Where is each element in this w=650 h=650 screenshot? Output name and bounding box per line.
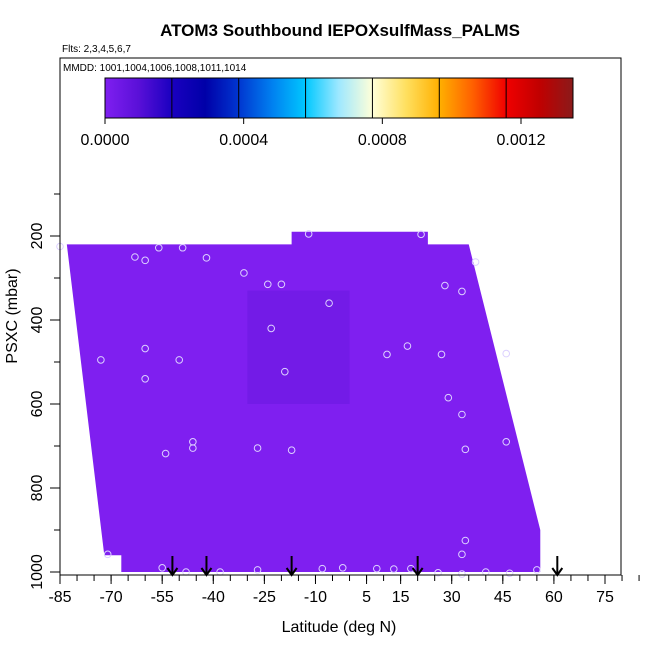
x-axis: -85 -70 -55 -40 -25 -10 5 15 30 45 60 75 (48, 575, 640, 606)
obs-point (103, 550, 112, 559)
obs-point (240, 269, 248, 277)
y-tick-label: 400 (29, 307, 46, 334)
obs-point (338, 564, 347, 572)
obs-point (461, 536, 470, 545)
colorbar-tick-label: 0.0012 (497, 132, 546, 149)
obs-point (178, 243, 187, 252)
obs-point (325, 299, 333, 308)
x-axis-title: Latitude (deg N) (282, 619, 397, 636)
obs-point (161, 449, 170, 458)
x-tick-label: -10 (304, 589, 327, 606)
obs-point (318, 564, 327, 573)
x-tick-label: 5 (362, 589, 371, 606)
obs-point (502, 349, 511, 358)
obs-point (417, 230, 425, 239)
y-tick-label: 1000 (29, 554, 46, 590)
obs-point (458, 570, 466, 578)
obs-point (444, 393, 453, 402)
x-tick-label: 15 (392, 589, 410, 606)
obs-point (505, 569, 514, 578)
chart-title: ATOM3 Southbound IEPOXsulfMass_PALMS (160, 21, 520, 40)
obs-point (461, 445, 470, 454)
obs-point (533, 566, 541, 574)
x-tick-label: 45 (494, 589, 512, 606)
x-tick-label: -85 (48, 589, 71, 606)
x-tick-label: 60 (545, 589, 563, 606)
obs-point (458, 410, 466, 419)
obs-point (383, 350, 391, 359)
obs-point (287, 446, 296, 455)
y-axis-title: PSXC (mbar) (4, 268, 21, 363)
obs-point (281, 367, 289, 376)
x-tick-label: -55 (151, 589, 174, 606)
dates-label: MMDD: 1001,1004,1006,1008,1011,1014 (63, 63, 247, 74)
obs-point (131, 253, 139, 261)
obs-point (502, 438, 511, 446)
obs-point (277, 280, 286, 289)
x-tick-label: -70 (100, 589, 123, 606)
colorbar-tick-label: 0.0000 (81, 132, 130, 149)
obs-point (267, 324, 275, 333)
colorbar-tick-label: 0.0004 (219, 132, 268, 149)
y-axis: 200 400 600 800 1000 (29, 193, 60, 590)
y-tick-label: 800 (29, 475, 46, 502)
x-tick-label: 75 (596, 589, 614, 606)
obs-point (471, 258, 480, 266)
flights-label: Flts: 2,3,4,5,6,7 (62, 44, 131, 55)
y-tick-label: 200 (29, 223, 46, 250)
y-tick-label: 600 (29, 391, 46, 418)
obs-point (253, 444, 262, 452)
obs-point (175, 356, 184, 364)
obs-point (263, 280, 272, 289)
flight-arrow (551, 556, 564, 577)
obs-point (441, 281, 449, 290)
obs-point (141, 256, 149, 265)
obs-point (202, 254, 211, 262)
x-tick-label: -25 (253, 589, 276, 606)
obs-point (253, 566, 262, 574)
obs-point (403, 342, 412, 350)
obs-point (141, 344, 149, 353)
obs-point (154, 243, 163, 252)
colorbar: 0.0000 0.0004 0.0008 0.0012 (81, 77, 574, 149)
x-tick-label: 30 (443, 589, 461, 606)
obs-point (390, 565, 398, 573)
enhanced-field (247, 290, 350, 404)
colorbar-gradient (104, 77, 574, 119)
plot-frame (59, 57, 622, 576)
obs-point (458, 287, 466, 296)
obs-point (158, 564, 166, 572)
obs-point (189, 444, 197, 452)
obs-point (304, 230, 313, 238)
data-layer (66, 231, 541, 573)
x-tick-label: -40 (202, 589, 225, 606)
obs-point (372, 564, 381, 573)
obs-point (97, 356, 105, 364)
obs-point (458, 550, 466, 559)
colorbar-tick-label: 0.0008 (358, 132, 407, 149)
observation-points (56, 230, 541, 578)
obs-point (437, 350, 446, 359)
obs-point (141, 375, 149, 383)
obs-point (434, 569, 442, 577)
